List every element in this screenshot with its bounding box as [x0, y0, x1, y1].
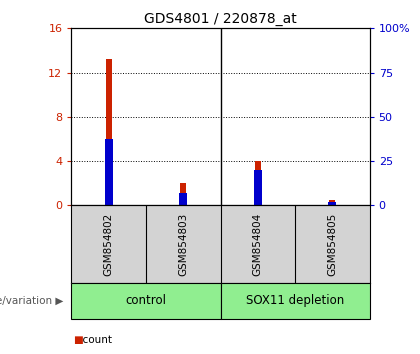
- Text: SOX11 depletion: SOX11 depletion: [246, 295, 344, 307]
- Text: GSM854804: GSM854804: [253, 213, 263, 276]
- Bar: [329, 200, 335, 205]
- Bar: [220, 283, 370, 319]
- Text: genotype/variation ▶: genotype/variation ▶: [0, 296, 63, 306]
- Bar: [105, 139, 113, 205]
- Bar: [180, 183, 186, 205]
- Text: count: count: [76, 335, 112, 346]
- Text: GSM854802: GSM854802: [104, 213, 114, 276]
- Text: control: control: [126, 295, 166, 307]
- Bar: [328, 202, 336, 205]
- Bar: [179, 193, 187, 205]
- Bar: [255, 161, 261, 205]
- Text: ■: ■: [74, 335, 83, 346]
- Text: GSM854803: GSM854803: [178, 213, 188, 276]
- Bar: [71, 283, 220, 319]
- Title: GDS4801 / 220878_at: GDS4801 / 220878_at: [144, 12, 297, 26]
- Bar: [254, 170, 262, 205]
- Text: GSM854805: GSM854805: [327, 213, 337, 276]
- Bar: [106, 59, 112, 205]
